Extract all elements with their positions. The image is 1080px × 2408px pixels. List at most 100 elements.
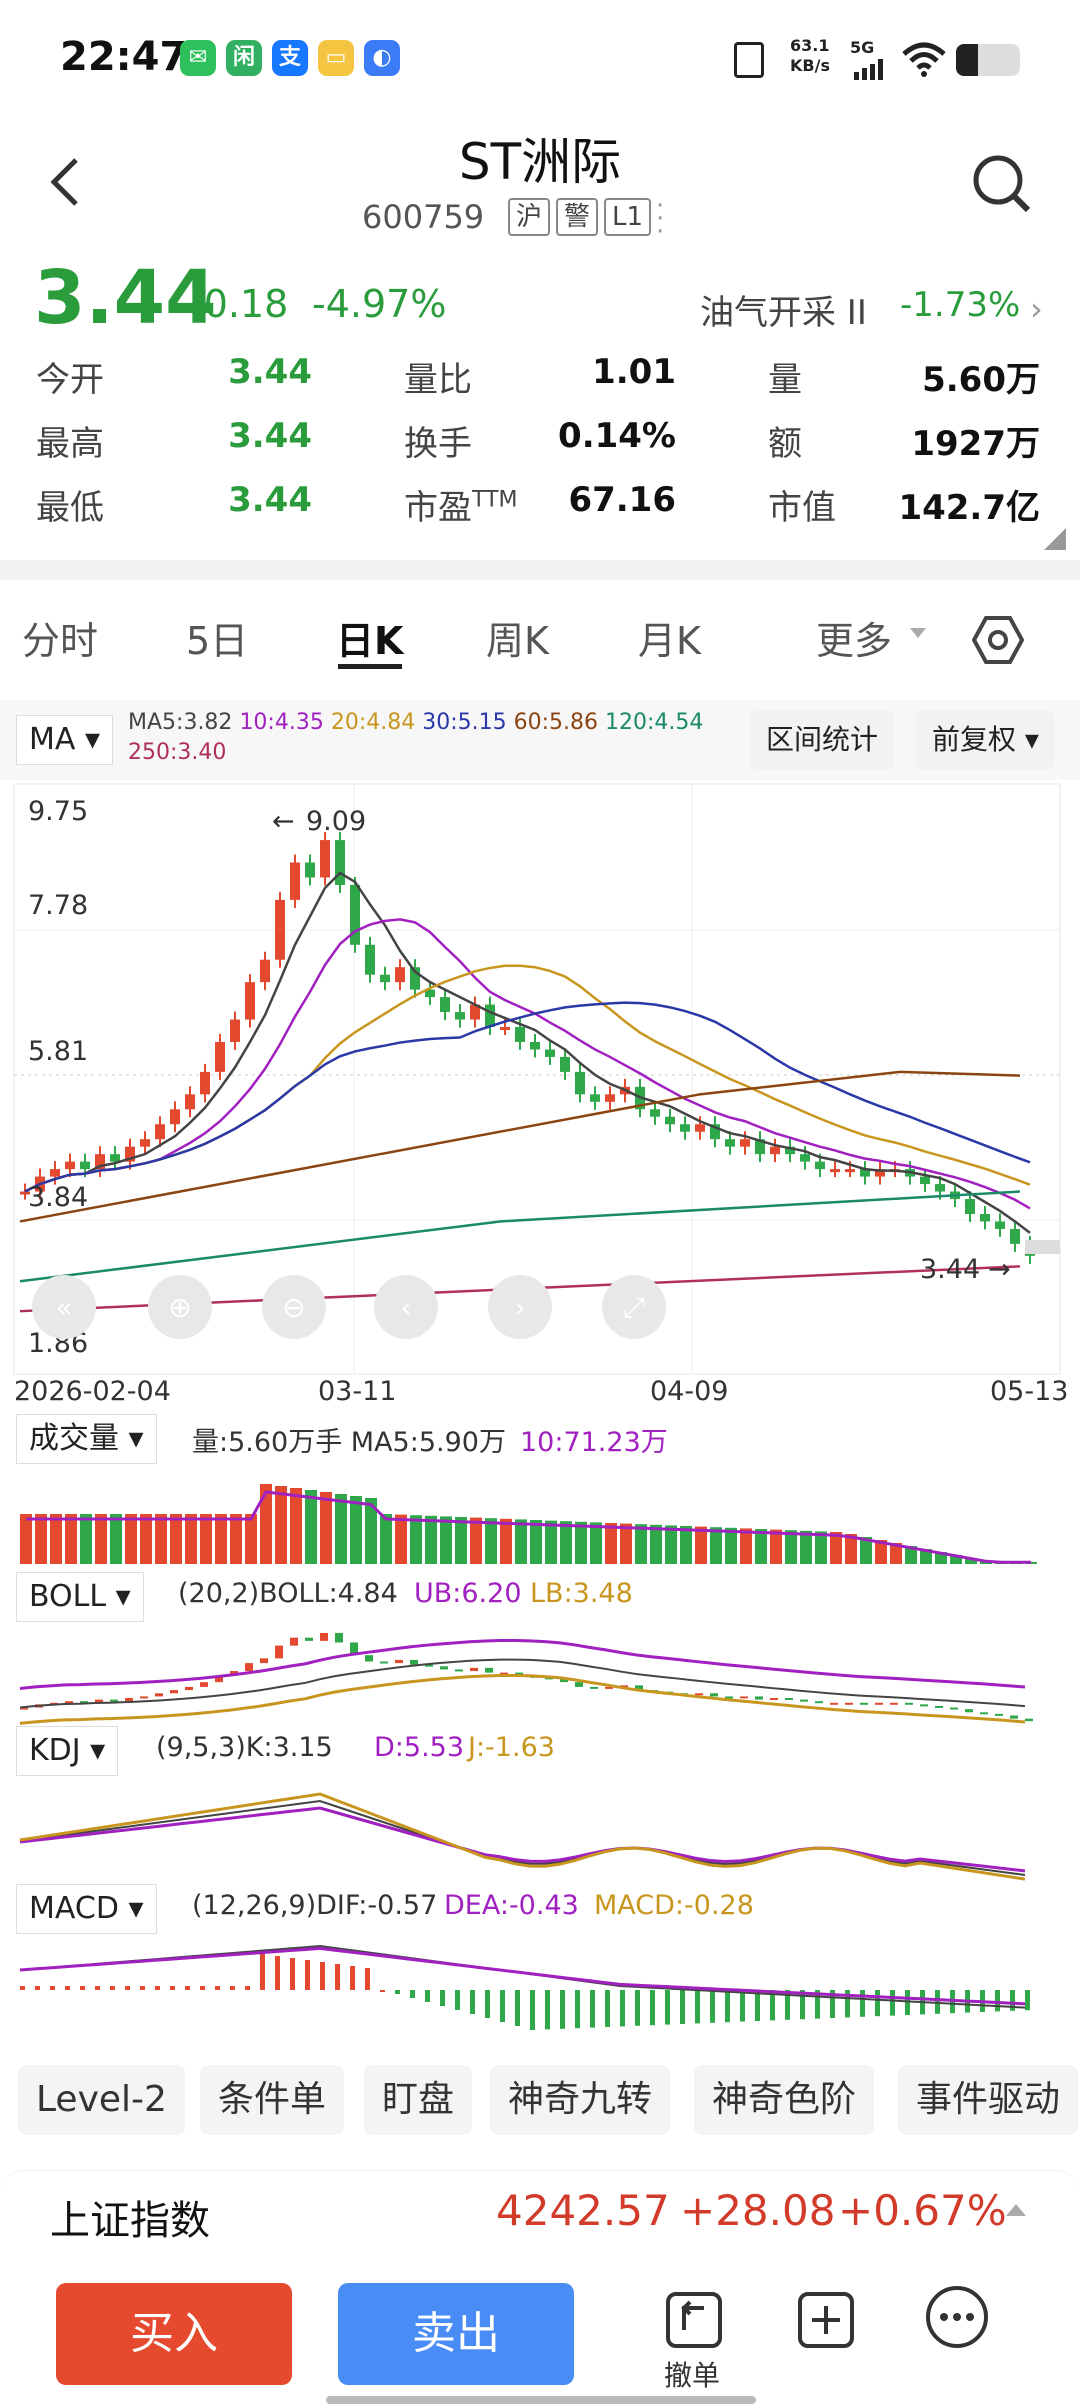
- kdj-chart: [19, 1792, 1026, 1881]
- macd-chart: [19, 1944, 1030, 2030]
- kdj-j: J:-1.63: [468, 1732, 555, 1763]
- tab-intraday[interactable]: 分时: [22, 619, 99, 663]
- wechat-icon: ✉: [180, 40, 216, 76]
- ma60: 60:5.86: [513, 710, 598, 735]
- caret-up-icon[interactable]: [1006, 2204, 1026, 2216]
- tab-monthly[interactable]: 月K: [638, 619, 701, 663]
- chip-conditional-order[interactable]: 条件单: [200, 2065, 345, 2135]
- stock-name: ST洲际: [458, 133, 622, 191]
- high-marker: 9.09: [306, 806, 366, 837]
- xtick-1: 03-11: [318, 1376, 396, 1407]
- add-icon: [798, 2292, 854, 2348]
- add-button[interactable]: [796, 2290, 856, 2354]
- pe-label: 市盈TTM: [404, 487, 518, 528]
- boll-selector[interactable]: BOLL ▾: [16, 1572, 144, 1622]
- scroll-right-icon: [488, 1275, 552, 1339]
- ma30: 30:5.15: [422, 710, 507, 735]
- chip-event-driven[interactable]: 事件驱动: [898, 2065, 1079, 2135]
- expand-corner-icon[interactable]: [1044, 528, 1066, 550]
- index-value: 4242.57: [496, 2186, 670, 2235]
- boll-text: (20,2)BOLL:4.84: [178, 1578, 398, 1609]
- tab-weekly[interactable]: 周K: [486, 619, 549, 663]
- ma-lines: [19, 871, 1031, 1313]
- amount-label: 额: [768, 424, 802, 464]
- more-button[interactable]: [924, 2284, 990, 2354]
- search-icon: [973, 155, 1031, 213]
- tag-level: L1: [604, 198, 652, 236]
- ma-selector[interactable]: MA ▾: [16, 715, 114, 765]
- ytick-3: 3.84: [28, 1182, 88, 1213]
- amount-value: 1927万: [911, 424, 1040, 464]
- macd-dea: DEA:-0.43: [444, 1890, 579, 1921]
- ma-values: MA5:3.82 10:4.35 20:4.84 30:5.15 60:5.86…: [128, 710, 703, 735]
- turnover-value: 0.14%: [558, 416, 676, 456]
- adjust-button[interactable]: 前复权 ▾: [916, 710, 1055, 770]
- cancel-order-button[interactable]: [664, 2290, 724, 2354]
- last-marker: 3.44: [920, 1254, 980, 1285]
- ytick-2: 5.81: [28, 1036, 88, 1067]
- tab-5day[interactable]: 5日: [186, 619, 249, 663]
- chip-watch[interactable]: 盯盘: [364, 2065, 473, 2135]
- ytick-0: 9.75: [28, 796, 88, 827]
- search-button[interactable]: [970, 152, 1034, 220]
- macd-selector[interactable]: MACD ▾: [16, 1884, 157, 1934]
- chip-magic-color[interactable]: 神奇色阶: [694, 2065, 875, 2135]
- tab-daily[interactable]: 日K: [336, 619, 404, 663]
- xtick-3: 05-13: [990, 1376, 1068, 1407]
- tab-more[interactable]: 更多: [816, 619, 893, 663]
- index-change: +28.08: [680, 2186, 836, 2235]
- scroll-left-far-icon: [32, 1275, 96, 1339]
- index-name[interactable]: 上证指数: [50, 2198, 210, 2244]
- back-button[interactable]: [40, 150, 90, 210]
- browser-icon: ◐: [364, 40, 400, 76]
- chip-magic-nine[interactable]: 神奇九转: [490, 2065, 671, 2135]
- macd-text: (12,26,9)DIF:-0.57: [192, 1890, 438, 1921]
- kdj-selector[interactable]: KDJ ▾: [16, 1726, 119, 1776]
- signal-icon: [852, 58, 890, 80]
- macd-value: MACD:-0.28: [594, 1890, 754, 1921]
- chevron-right-icon[interactable]: ›: [1030, 290, 1043, 328]
- boll-chart: [19, 1632, 1033, 1725]
- kline-chart[interactable]: 9.75 7.78 5.81 3.84 1.86 ← 9.09 3.44 → 2…: [0, 780, 1080, 1440]
- boll-lb: LB:3.48: [530, 1578, 633, 1609]
- ma5: MA5:3.82: [128, 710, 233, 735]
- price-change: -0.18: [190, 282, 289, 326]
- xtick-2: 04-09: [650, 1376, 728, 1407]
- volume-selector[interactable]: 成交量 ▾: [16, 1414, 157, 1464]
- signal-label: 5G: [850, 38, 875, 57]
- wifi-icon: [900, 40, 948, 82]
- range-stats-button[interactable]: 区间统计: [750, 710, 895, 770]
- vibrate-icon: [734, 42, 764, 78]
- ma-bar: [0, 700, 1080, 780]
- settings-hex-icon: [971, 616, 1025, 664]
- ytick-1: 7.78: [28, 890, 88, 921]
- buy-button[interactable]: 买入: [56, 2283, 292, 2385]
- zoom-out-icon: [262, 1275, 326, 1339]
- market-cap-label: 市值: [768, 488, 836, 528]
- ma10: 10:4.35: [239, 710, 324, 735]
- turnover-label: 换手: [404, 424, 472, 464]
- more-dots-icon[interactable]: · · ·: [656, 191, 665, 247]
- current-price: 3.44: [34, 255, 217, 341]
- price-change-pct: -4.97%: [312, 282, 447, 326]
- open-label: 今开: [36, 360, 104, 400]
- volume-chart: [20, 1484, 1037, 1564]
- tag-warning: 警: [556, 198, 599, 236]
- svg-text:⊕: ⊕: [168, 1291, 191, 1324]
- stock-code: 600759: [362, 198, 485, 236]
- high-value: 3.44: [228, 416, 312, 456]
- status-bar: 22:47 ✉ 闲 支 ▭ ◐ 63.1 KB/s 5G: [0, 0, 1080, 120]
- volume-value: 5.60万: [922, 360, 1040, 400]
- chip-level2[interactable]: Level-2: [18, 2065, 185, 2135]
- volume-text: 量:5.60万手 MA5:5.90万: [192, 1427, 506, 1458]
- open-value: 3.44: [228, 352, 312, 392]
- xtick-0: 2026-02-04: [14, 1376, 171, 1407]
- kdj-d: D:5.53: [374, 1732, 465, 1763]
- chart-settings-button[interactable]: [971, 614, 1025, 670]
- sell-button[interactable]: 卖出: [338, 2283, 574, 2385]
- sector-change[interactable]: -1.73%: [900, 285, 1021, 325]
- low-value: 3.44: [228, 480, 312, 520]
- sector-name[interactable]: 油气开采 II: [700, 293, 867, 333]
- low-label: 最低: [36, 488, 104, 528]
- tab-indicator: [338, 664, 402, 669]
